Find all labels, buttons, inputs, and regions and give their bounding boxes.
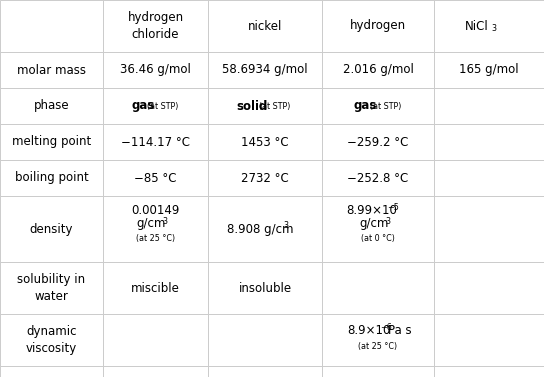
Text: −6: −6: [380, 322, 392, 331]
Bar: [103, 196, 208, 262]
Bar: [322, 314, 434, 366]
Text: 2732 °C: 2732 °C: [241, 172, 289, 184]
Text: phase: phase: [34, 100, 69, 112]
Bar: [0, 314, 103, 366]
Text: g/cm: g/cm: [137, 218, 166, 230]
Text: 165 g/mol: 165 g/mol: [459, 63, 519, 77]
Bar: [208, 160, 322, 196]
Bar: [434, 160, 544, 196]
Bar: [322, 196, 434, 262]
Text: 3: 3: [283, 222, 288, 230]
Bar: [208, 314, 322, 366]
Bar: [103, 160, 208, 196]
Bar: [0, 124, 103, 160]
Text: miscible: miscible: [131, 282, 180, 294]
Bar: [322, 262, 434, 314]
Text: solubility in
water: solubility in water: [17, 273, 85, 303]
Text: 3: 3: [385, 216, 390, 225]
Bar: [208, 52, 322, 88]
Bar: [434, 52, 544, 88]
Bar: [208, 124, 322, 160]
Text: gas: gas: [131, 100, 154, 112]
Bar: [0, 88, 103, 124]
Bar: [322, 160, 434, 196]
Text: 8.9×10: 8.9×10: [347, 325, 391, 337]
Bar: [434, 314, 544, 366]
Bar: [322, 124, 434, 160]
Bar: [434, 262, 544, 314]
Bar: [0, 0, 103, 52]
Text: −5: −5: [387, 202, 399, 211]
Bar: [0, 52, 103, 88]
Bar: [103, 88, 208, 124]
Text: molar mass: molar mass: [17, 63, 86, 77]
Bar: [0, 160, 103, 196]
Text: Pa s: Pa s: [388, 325, 412, 337]
Text: −259.2 °C: −259.2 °C: [347, 135, 409, 149]
Bar: [208, 366, 322, 377]
Text: solid: solid: [237, 100, 268, 112]
Text: melting point: melting point: [12, 135, 91, 149]
Bar: [103, 124, 208, 160]
Bar: [208, 0, 322, 52]
Text: −114.17 °C: −114.17 °C: [121, 135, 190, 149]
Text: −252.8 °C: −252.8 °C: [348, 172, 409, 184]
Bar: [208, 262, 322, 314]
Bar: [322, 52, 434, 88]
Text: (at STP): (at STP): [259, 101, 290, 110]
Text: (at STP): (at STP): [147, 101, 178, 110]
Bar: [434, 0, 544, 52]
Text: 3: 3: [491, 24, 496, 33]
Text: (at 0 °C): (at 0 °C): [361, 233, 395, 242]
Bar: [103, 366, 208, 377]
Text: 8.908 g/cm: 8.908 g/cm: [227, 222, 293, 236]
Text: 8.99×10: 8.99×10: [347, 204, 398, 218]
Text: density: density: [30, 222, 73, 236]
Bar: [322, 88, 434, 124]
Bar: [0, 366, 103, 377]
Bar: [208, 88, 322, 124]
Bar: [103, 52, 208, 88]
Text: gas: gas: [354, 100, 377, 112]
Text: dynamic
viscosity: dynamic viscosity: [26, 325, 77, 355]
Text: hydrogen: hydrogen: [350, 20, 406, 32]
Text: (at 25 °C): (at 25 °C): [136, 233, 175, 242]
Text: −85 °C: −85 °C: [134, 172, 177, 184]
Text: g/cm: g/cm: [360, 218, 388, 230]
Bar: [103, 262, 208, 314]
Text: insoluble: insoluble: [238, 282, 292, 294]
Bar: [322, 0, 434, 52]
Bar: [208, 196, 322, 262]
Text: hydrogen
chloride: hydrogen chloride: [127, 11, 183, 41]
Text: 0.00149: 0.00149: [131, 204, 180, 218]
Bar: [103, 0, 208, 52]
Bar: [103, 314, 208, 366]
Text: NiCl: NiCl: [465, 20, 489, 32]
Bar: [322, 366, 434, 377]
Text: boiling point: boiling point: [15, 172, 88, 184]
Text: 3: 3: [163, 216, 168, 225]
Text: 58.6934 g/mol: 58.6934 g/mol: [222, 63, 308, 77]
Text: (at STP): (at STP): [370, 101, 401, 110]
Text: (at 25 °C): (at 25 °C): [358, 342, 398, 351]
Text: 36.46 g/mol: 36.46 g/mol: [120, 63, 191, 77]
Text: 2.016 g/mol: 2.016 g/mol: [343, 63, 413, 77]
Bar: [0, 196, 103, 262]
Bar: [434, 196, 544, 262]
Bar: [434, 366, 544, 377]
Bar: [0, 262, 103, 314]
Bar: [434, 124, 544, 160]
Bar: [434, 88, 544, 124]
Text: 1453 °C: 1453 °C: [241, 135, 289, 149]
Text: nickel: nickel: [248, 20, 282, 32]
